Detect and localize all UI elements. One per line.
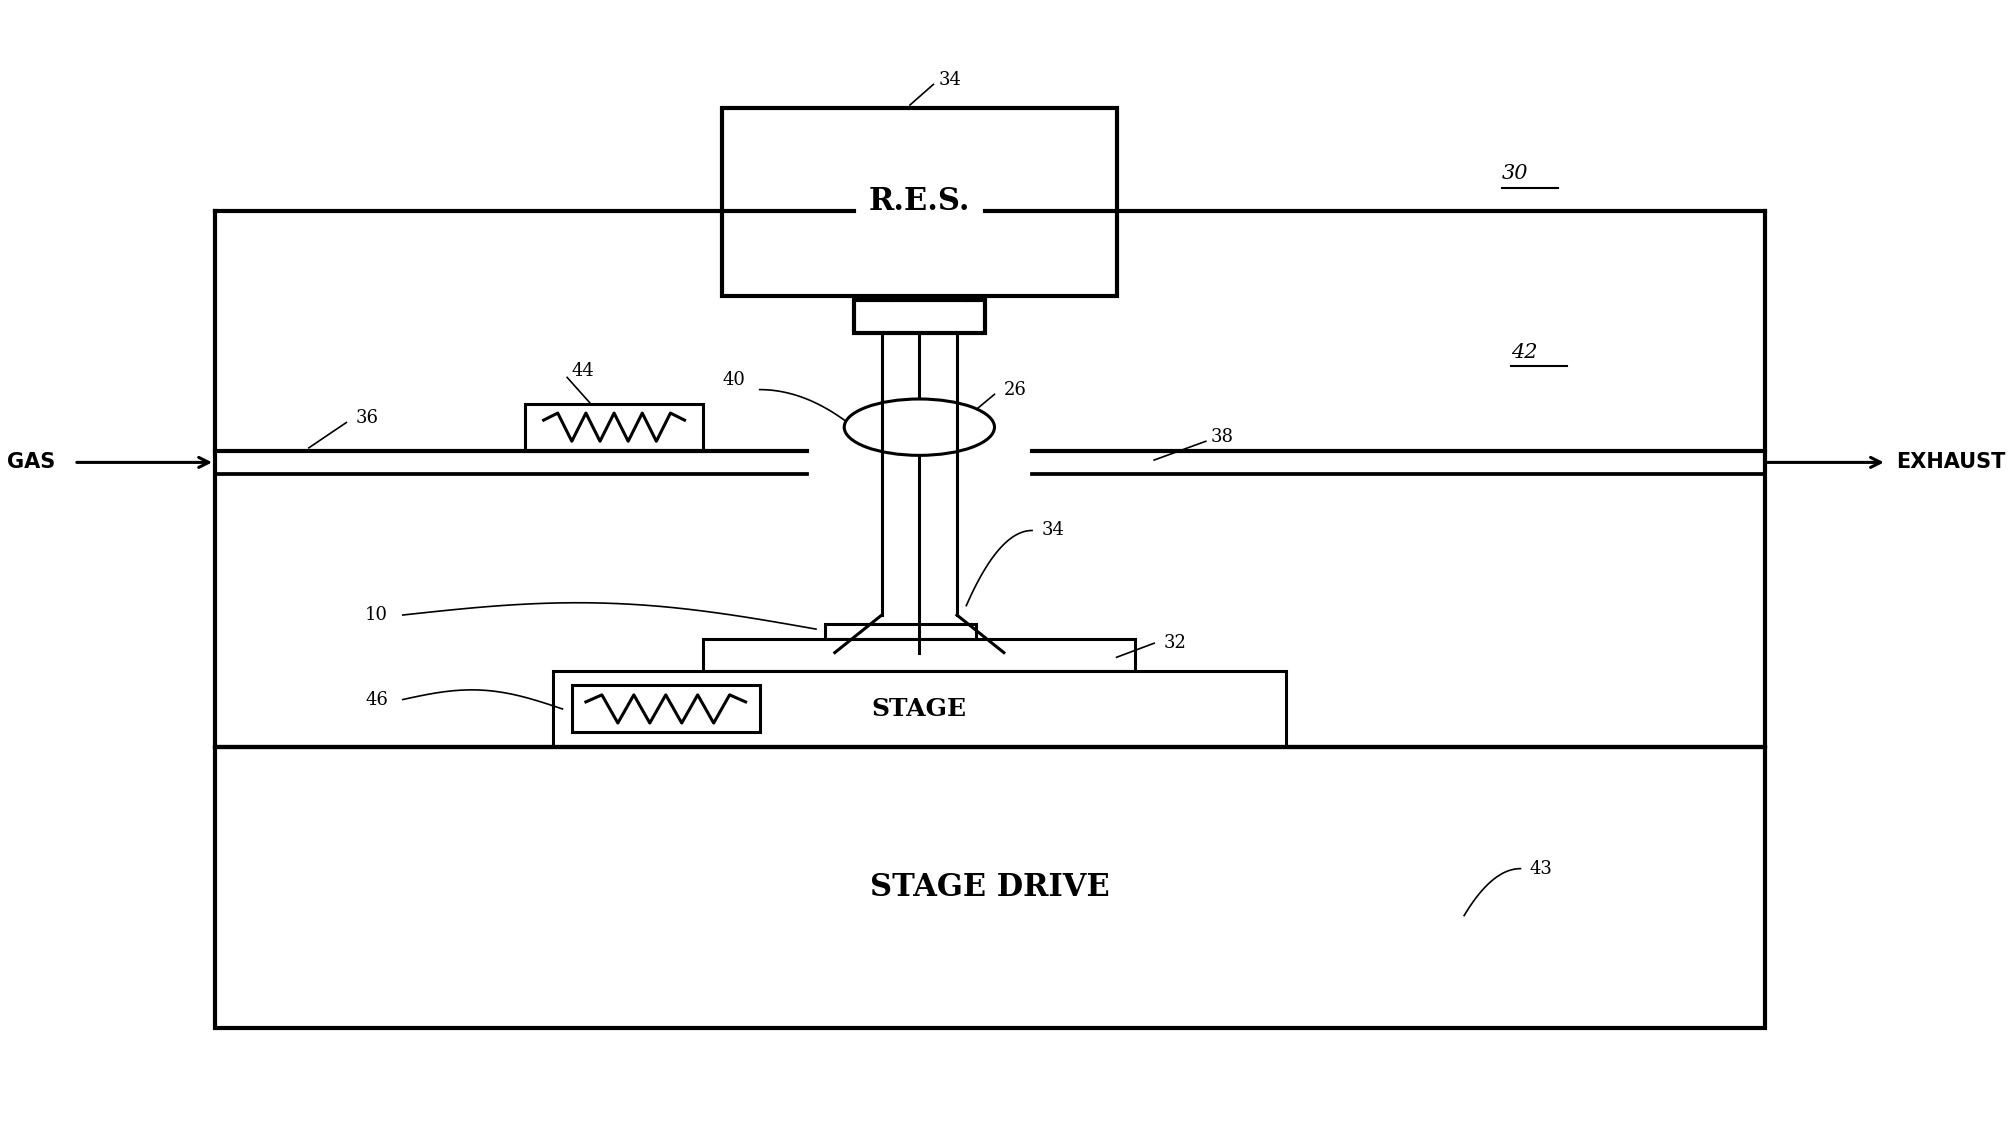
Text: 30: 30 (1502, 164, 1528, 183)
Text: 34: 34 (937, 71, 961, 89)
Text: 34: 34 (1042, 521, 1064, 539)
Bar (571, 685, 760, 733)
Text: STAGE DRIVE: STAGE DRIVE (871, 872, 1110, 902)
Bar (722, 108, 1116, 296)
Text: 43: 43 (1530, 859, 1552, 877)
Bar (853, 300, 985, 333)
Text: GAS: GAS (6, 453, 54, 472)
Ellipse shape (845, 399, 995, 455)
Bar (553, 671, 1285, 747)
Bar (704, 638, 1136, 671)
Text: R.E.S.: R.E.S. (869, 187, 969, 217)
Text: 38: 38 (1211, 428, 1233, 446)
Text: 10: 10 (366, 607, 388, 624)
Text: STAGE: STAGE (873, 696, 967, 721)
Text: 36: 36 (356, 409, 378, 427)
Bar (215, 747, 1766, 1029)
Bar (525, 404, 704, 451)
Text: 32: 32 (1164, 634, 1186, 652)
Text: 40: 40 (722, 371, 744, 389)
Text: 26: 26 (1003, 380, 1028, 398)
Text: 44: 44 (571, 362, 595, 380)
Text: 42: 42 (1510, 343, 1538, 362)
Bar (825, 625, 975, 638)
Text: EXHAUST: EXHAUST (1896, 453, 2005, 472)
Text: 46: 46 (366, 691, 388, 709)
